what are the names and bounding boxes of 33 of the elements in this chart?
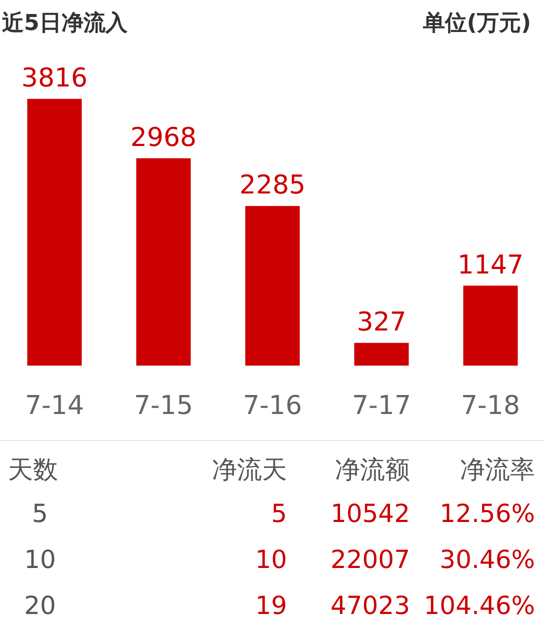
bar [136, 158, 191, 366]
text: 10542 [330, 499, 410, 528]
text: 净流天 [212, 454, 287, 486]
text: 20 [23, 591, 57, 620]
text: 10 [23, 545, 57, 574]
x-tick-label: 7-18 [460, 391, 520, 422]
text: 净流率 [460, 454, 535, 486]
text: 104.46% [424, 591, 535, 620]
data-label: 3816 [21, 64, 88, 94]
text: 47023 [330, 591, 410, 620]
text: 天数 [8, 454, 58, 486]
text: 30.46% [440, 545, 535, 574]
x-tick-label: 7-15 [134, 391, 194, 422]
text: 5 [31, 499, 49, 528]
data-label: 2968 [130, 122, 197, 153]
data-label: 327 [356, 308, 406, 338]
chart-title: 近5日净流入 [2, 10, 128, 38]
text: 22007 [330, 545, 410, 574]
data-label: 1147 [457, 250, 524, 280]
text: 12.56% [440, 499, 535, 528]
x-tick-label: 7-17 [352, 391, 412, 422]
bar [463, 286, 518, 366]
text: 5 [271, 499, 287, 528]
text: 10 [255, 545, 287, 574]
text: 净流额 [335, 454, 410, 486]
x-tick-label: 7-16 [242, 391, 302, 422]
text: 19 [255, 591, 287, 620]
bar [245, 206, 300, 366]
text: 单位(万元) [422, 10, 531, 38]
bar [27, 98, 82, 366]
data-label: 2285 [239, 170, 306, 201]
x-tick-label: 7-14 [24, 391, 84, 422]
bar [354, 342, 409, 366]
